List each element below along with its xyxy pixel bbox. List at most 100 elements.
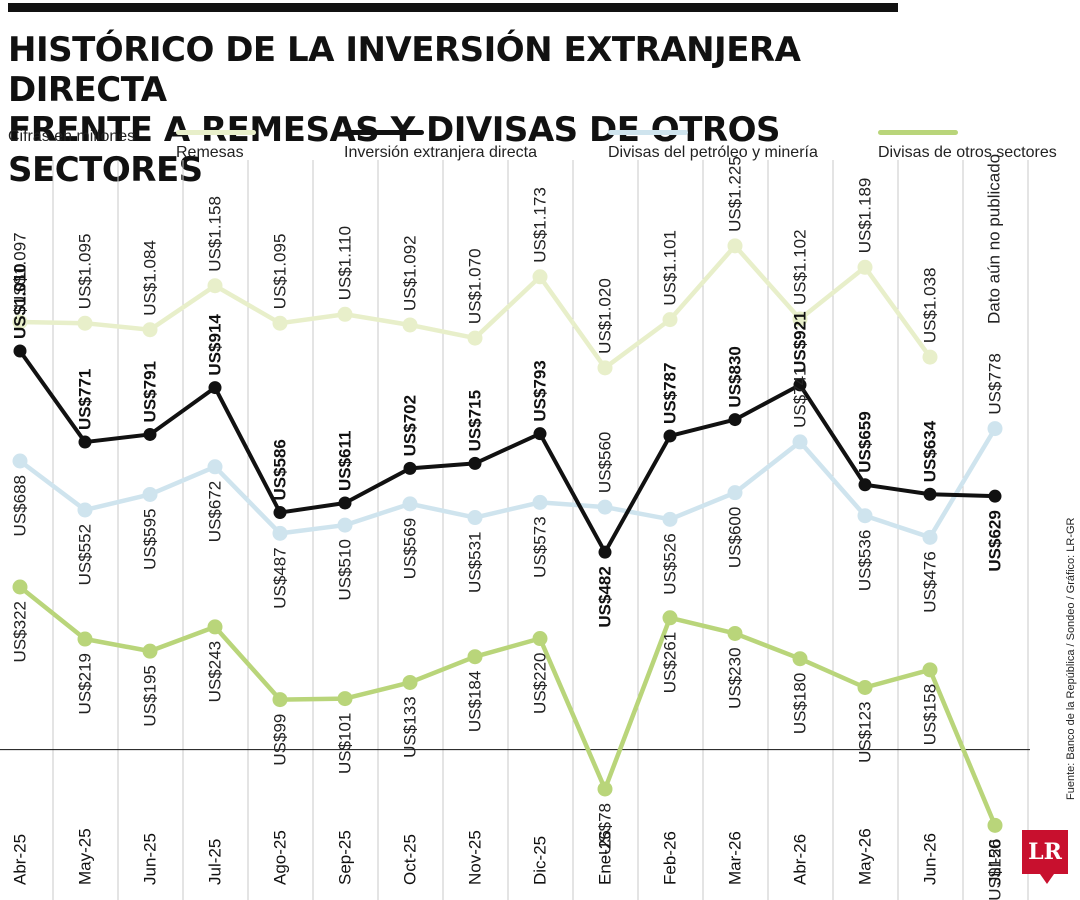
data-point — [727, 485, 743, 501]
data-point — [728, 413, 742, 427]
data-point — [337, 306, 353, 322]
data-point — [857, 679, 873, 695]
data-label: US$510 — [335, 539, 354, 600]
data-label: US$322 — [10, 601, 29, 662]
data-label: US$914 — [205, 314, 224, 376]
data-point — [922, 349, 938, 365]
month-label: Abr-25 — [10, 834, 29, 885]
data-point — [988, 489, 1002, 503]
legend-swatch-ied — [344, 130, 424, 135]
data-label: US$1.020 — [595, 278, 614, 354]
data-point — [467, 649, 483, 665]
data-point — [402, 496, 418, 512]
data-label: US$595 — [140, 508, 159, 569]
data-point — [662, 610, 678, 626]
data-label: US$1.101 — [660, 230, 679, 306]
data-label: US$672 — [205, 481, 224, 542]
data-point — [272, 525, 288, 541]
month-label: Mar-26 — [725, 831, 744, 885]
month-label: Ene-26 — [595, 830, 614, 885]
data-point — [142, 322, 158, 338]
data-label: US$659 — [855, 411, 874, 472]
data-label: US$219 — [75, 653, 94, 714]
top-rule — [8, 3, 898, 12]
data-point — [207, 278, 223, 294]
data-label: US$688 — [10, 475, 29, 536]
data-label: US$184 — [465, 671, 484, 732]
data-label: US$1.070 — [465, 248, 484, 324]
legend-label-remesas: Remesas — [176, 144, 244, 161]
series-line-3 — [17, 584, 998, 828]
data-label: -US$150 — [985, 839, 1004, 900]
legend-label-otros: Divisas de otros sectores — [878, 144, 1057, 161]
month-label: Feb-26 — [660, 831, 679, 885]
data-label: US$531 — [465, 532, 484, 593]
data-label: US$1.010 — [10, 263, 29, 339]
data-point — [727, 625, 743, 641]
data-label: US$600 — [725, 507, 744, 568]
data-label: US$526 — [660, 533, 679, 594]
series-line-2 — [17, 426, 998, 540]
data-label: US$123 — [855, 701, 874, 762]
month-label: Sep-25 — [335, 830, 354, 885]
month-label: Oct-25 — [400, 834, 419, 885]
data-label: US$715 — [465, 390, 484, 451]
data-point — [532, 269, 548, 285]
data-point — [468, 456, 482, 470]
month-label: Jul-25 — [205, 839, 224, 885]
month-label: Jun-25 — [140, 833, 159, 885]
data-point — [598, 545, 612, 559]
data-point — [987, 421, 1003, 437]
month-label: Dic-25 — [530, 836, 549, 885]
units-note: Cifras en millones — [8, 128, 136, 145]
data-label: US$1.095 — [75, 234, 94, 310]
data-point — [857, 508, 873, 524]
legend-item-remesas: Remesas — [176, 130, 256, 162]
month-label: May-25 — [75, 828, 94, 885]
data-point — [402, 317, 418, 333]
data-point — [532, 494, 548, 510]
data-label: US$634 — [920, 420, 939, 482]
data-label: US$487 — [270, 547, 289, 608]
data-label: US$787 — [660, 363, 679, 424]
data-point — [77, 502, 93, 518]
data-point — [792, 311, 808, 327]
legend-item-ied: Inversión extranjera directa — [344, 130, 537, 162]
data-label: US$243 — [205, 641, 224, 702]
data-label: US$552 — [75, 524, 94, 585]
data-point — [12, 579, 28, 595]
data-point — [77, 315, 93, 331]
data-point — [403, 461, 417, 475]
data-point — [597, 360, 613, 376]
data-label: US$1.173 — [530, 187, 549, 263]
data-point — [77, 631, 93, 647]
month-label: Jun-26 — [920, 833, 939, 885]
data-label: US$793 — [530, 360, 549, 421]
data-label: US$180 — [790, 673, 809, 734]
data-label: US$791 — [140, 361, 159, 422]
data-point — [793, 378, 807, 392]
data-point — [987, 817, 1003, 833]
data-label: US$230 — [725, 647, 744, 708]
data-label: US$611 — [335, 431, 354, 492]
month-label: Ago-25 — [270, 830, 289, 885]
data-point — [208, 381, 222, 395]
data-label: US$1.038 — [920, 267, 939, 343]
data-point — [13, 344, 27, 358]
data-label: US$220 — [530, 653, 549, 714]
title-line-1: HISTÓRICO DE LA INVERSIÓN EXTRANJERA DIR… — [8, 30, 801, 110]
data-point — [142, 486, 158, 502]
data-label: US$101 — [335, 713, 354, 774]
data-point — [207, 459, 223, 475]
data-label: US$1.084 — [140, 240, 159, 316]
data-label: US$586 — [270, 439, 289, 500]
data-label: US$261 — [660, 632, 679, 693]
legend-label-ied: Inversión extranjera directa — [344, 144, 537, 161]
source-note: Fuente: Banco de la República / Sondeo /… — [1065, 517, 1077, 801]
legend-swatch-otros — [878, 130, 958, 135]
data-point — [273, 506, 287, 520]
legend-label-petroleo: Divisas del petróleo y minería — [608, 144, 818, 161]
data-point — [597, 499, 613, 515]
unpublished-note: Dato aún no publicado — [984, 154, 1003, 324]
